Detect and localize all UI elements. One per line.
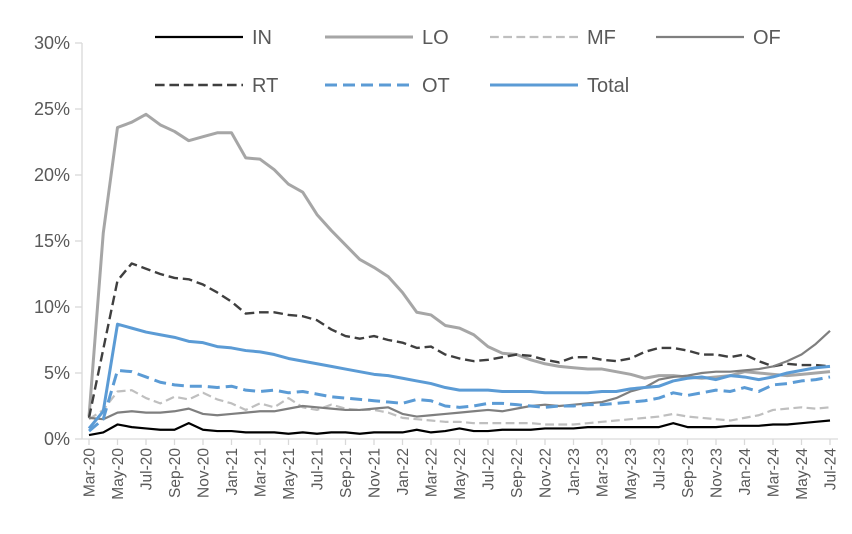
- x-tick-label: May-23: [623, 448, 640, 500]
- x-tick-label: Mar-21: [253, 448, 270, 497]
- x-tick-label: Sep-21: [338, 448, 355, 498]
- x-tick-label: Jan-21: [224, 448, 241, 495]
- x-tick-label: Nov-21: [367, 448, 384, 498]
- y-tick-label: 0%: [44, 429, 70, 449]
- x-tick-label: May-20: [110, 448, 127, 500]
- legend-item-total: Total: [490, 75, 629, 97]
- y-tick-label: 5%: [44, 363, 70, 383]
- legend-label-in: IN: [252, 27, 272, 49]
- series-line-total: [87, 322, 831, 430]
- legend-item-rt: RT: [155, 75, 278, 97]
- legend-item-ot: OT: [325, 75, 450, 97]
- legend-item-in: IN: [155, 27, 272, 49]
- x-tick-label: Jul-21: [310, 448, 327, 490]
- series-line-of: [88, 329, 831, 421]
- x-tick-label: Sep-22: [509, 448, 526, 498]
- x-tick-label: Mar-24: [766, 448, 783, 497]
- legend-label-total: Total: [587, 75, 629, 97]
- x-tick-label: Jul-20: [139, 448, 156, 491]
- x-tick-label: Jan-22: [395, 448, 412, 495]
- y-tick-label: 30%: [34, 33, 70, 53]
- y-tick-label: 10%: [34, 297, 70, 317]
- x-tick-label: Jan-24: [737, 448, 754, 496]
- x-axis-tick-labels: Mar-20 May-20 Jul-20 Sep-20 Nov-20 Jan-21 Mar-…: [82, 448, 840, 500]
- x-tick-label: Nov-20: [196, 448, 213, 498]
- series-line-mf: [88, 389, 831, 426]
- series-line-rt: [87, 262, 831, 419]
- y-tick-label: 25%: [34, 99, 70, 119]
- x-tick-label: Nov-22: [538, 448, 555, 498]
- x-tick-label: Sep-23: [680, 448, 697, 498]
- x-tick-label: Mar-20: [82, 448, 99, 497]
- chart-legend: IN LO MF OF RT OT: [155, 27, 781, 97]
- x-tick-label: May-21: [281, 448, 298, 500]
- legend-label-lo: LO: [422, 27, 449, 49]
- legend-label-rt: RT: [252, 75, 278, 97]
- series-lines-layer: [87, 112, 831, 437]
- axis-layer: [75, 42, 838, 445]
- x-tick-label: Sep-20: [167, 448, 184, 498]
- x-tick-label: May-24: [794, 448, 811, 500]
- y-axis-tick-labels: 0% 5% 10% 15% 20% 25% 30%: [34, 33, 70, 449]
- x-tick-label: Nov-23: [709, 448, 726, 498]
- legend-label-mf: MF: [587, 27, 616, 49]
- y-tick-label: 15%: [34, 231, 70, 251]
- series-line-ot: [88, 368, 831, 433]
- x-tick-label: Jul-24: [823, 448, 840, 491]
- x-tick-label: Mar-23: [595, 448, 612, 497]
- x-tick-label: Jan-23: [566, 448, 583, 495]
- legend-label-of: OF: [753, 27, 781, 49]
- x-tick-label: Jul-23: [652, 448, 669, 490]
- x-tick-label: May-22: [452, 448, 469, 500]
- legend-item-of: OF: [656, 27, 781, 49]
- series-line-in: [88, 419, 831, 437]
- x-tick-label: Mar-22: [424, 448, 441, 497]
- legend-item-lo: LO: [325, 27, 449, 49]
- y-tick-label: 20%: [34, 165, 70, 185]
- legend-label-ot: OT: [422, 75, 450, 97]
- legend-item-mf: MF: [490, 27, 616, 49]
- x-tick-label: Jul-22: [481, 448, 498, 490]
